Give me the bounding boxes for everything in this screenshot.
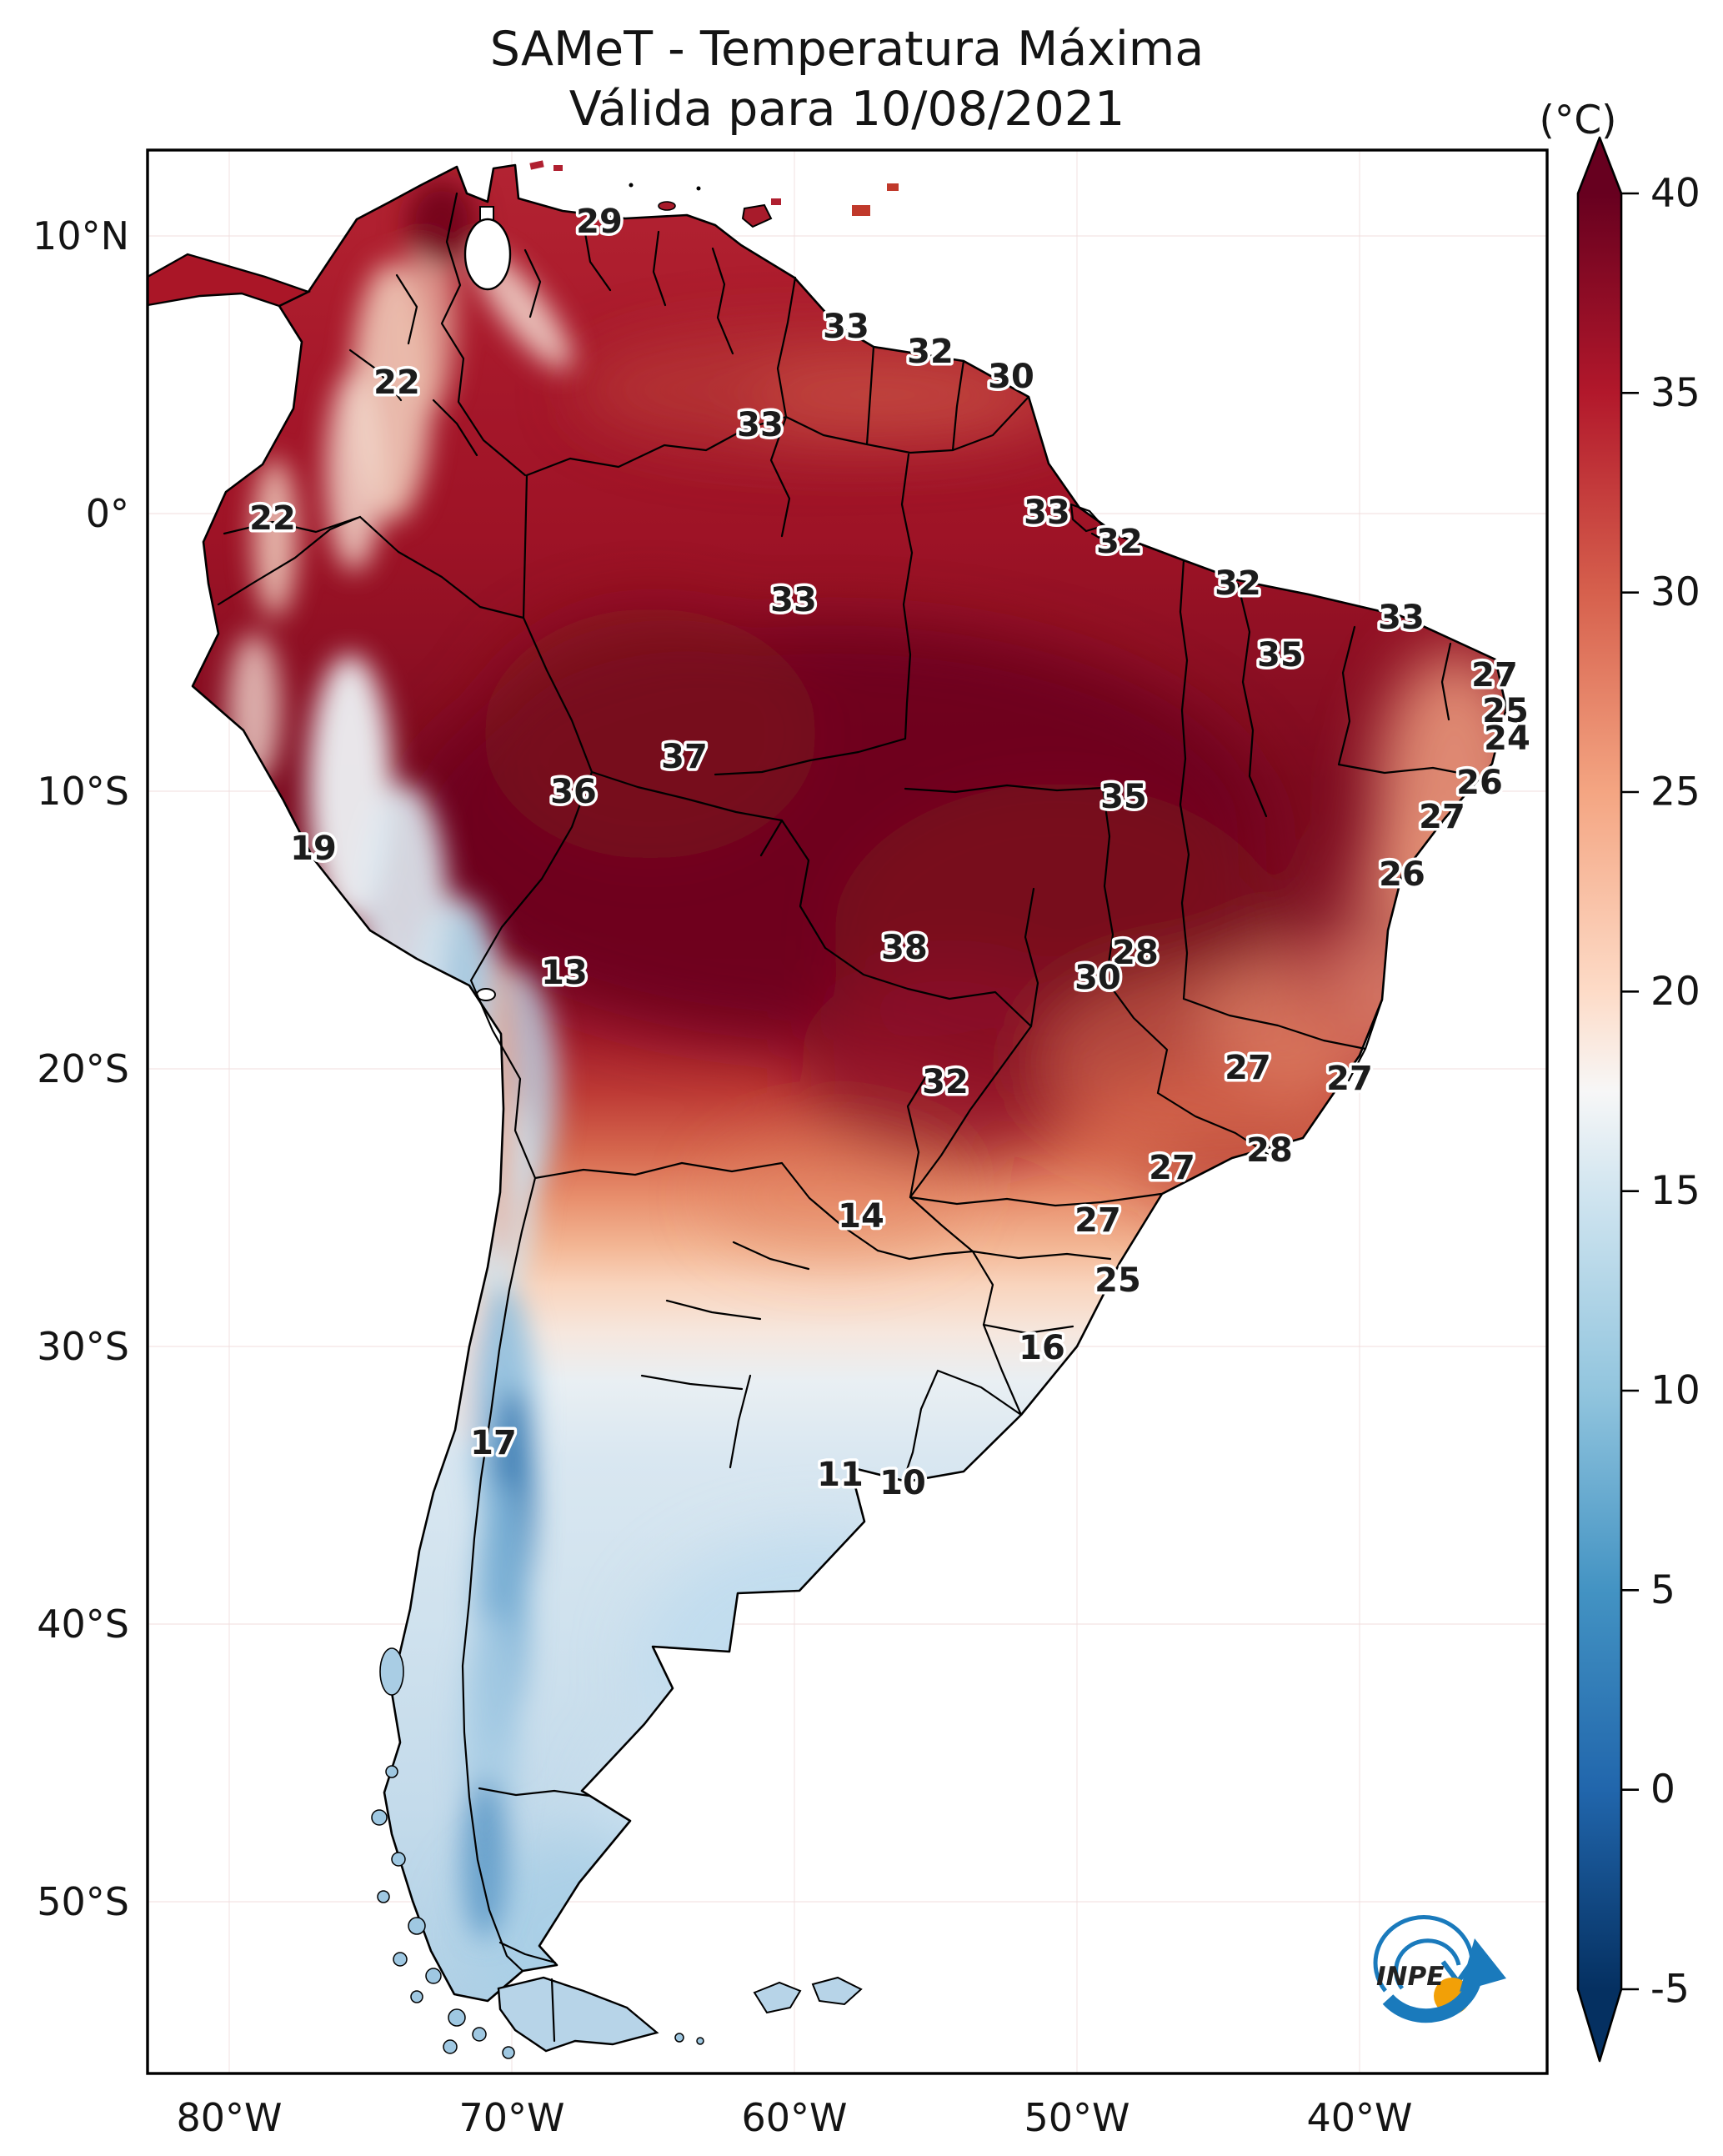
map-value-label: 32 bbox=[1096, 523, 1143, 561]
colorbar-gradient-bar bbox=[1578, 193, 1621, 1989]
lat-tick-label: 0° bbox=[86, 491, 129, 536]
map-value-label: 32 bbox=[922, 1063, 969, 1101]
map-value-label: 33 bbox=[1024, 494, 1070, 532]
map-value-label: 27 bbox=[1419, 798, 1465, 836]
map-value-label: 11 bbox=[817, 1456, 864, 1494]
lon-tick-label: 80°W bbox=[176, 2095, 282, 2140]
map-value-label: 25 bbox=[1094, 1261, 1141, 1300]
lat-tick-label: 20°S bbox=[37, 1046, 129, 1091]
map-value-label: 33 bbox=[770, 581, 817, 619]
colorbar-extend-over bbox=[1578, 138, 1621, 193]
map-value-label: 24 bbox=[1484, 720, 1530, 758]
map-canvas: SAMeT - Temperatura Máxima Válida para 1… bbox=[0, 0, 1723, 2156]
colorbar: (°C) 40 35 30 25 20 15 10 5 0 -5 bbox=[1540, 98, 1700, 2061]
south-america-landmass bbox=[148, 160, 1534, 2058]
inpe-logo: INPE bbox=[1375, 1918, 1506, 2016]
map-value-label: 22 bbox=[249, 499, 296, 538]
map-value-label: 29 bbox=[576, 203, 623, 241]
lat-tick-label: 50°S bbox=[37, 1879, 129, 1924]
map-value-label: 27 bbox=[1471, 656, 1518, 694]
lon-tick-label: 60°W bbox=[741, 2095, 847, 2140]
colorbar-tick-label: 25 bbox=[1650, 770, 1700, 815]
colorbar-tick-label: 30 bbox=[1650, 569, 1700, 615]
colorbar-tick-label: 10 bbox=[1650, 1368, 1700, 1414]
colorbar-tick-label: 0 bbox=[1650, 1767, 1675, 1813]
lat-tick-label: 30°S bbox=[37, 1324, 129, 1369]
map-value-label: 27 bbox=[1326, 1060, 1373, 1098]
map-value-label: 28 bbox=[1246, 1131, 1293, 1170]
colorbar-tick-label: 20 bbox=[1650, 969, 1700, 1015]
lat-tick-label: 10°N bbox=[33, 213, 129, 258]
map-value-label: 33 bbox=[1378, 599, 1425, 637]
lat-axis-labels: 10°N 0° 10°S 20°S 30°S 40°S 50°S bbox=[33, 213, 129, 1924]
colorbar-tick-label: 40 bbox=[1650, 171, 1700, 217]
map-value-label: 35 bbox=[1257, 636, 1304, 674]
tierra-del-fuego bbox=[498, 1978, 704, 2051]
colorbar-ticks: 40 35 30 25 20 15 10 5 0 -5 bbox=[1621, 171, 1700, 2013]
map-value-label: 38 bbox=[881, 929, 928, 967]
map-value-label: 27 bbox=[1074, 1201, 1121, 1240]
map-value-label: 27 bbox=[1225, 1049, 1271, 1087]
inpe-logo-text: INPE bbox=[1376, 1962, 1444, 1992]
colorbar-tick-label: 35 bbox=[1650, 370, 1700, 416]
map-value-label: 10 bbox=[879, 1464, 926, 1502]
colorbar-tick-label: 15 bbox=[1650, 1168, 1700, 1214]
map-value-label: 37 bbox=[661, 738, 708, 776]
lon-tick-label: 40°W bbox=[1306, 2095, 1412, 2140]
map-value-label: 27 bbox=[1149, 1149, 1195, 1187]
map-value-label: 26 bbox=[1379, 855, 1425, 894]
map-value-label: 32 bbox=[1215, 564, 1261, 603]
panama-landstrip bbox=[148, 254, 308, 306]
lon-axis-labels: 80°W 70°W 60°W 50°W 40°W bbox=[176, 2095, 1412, 2140]
lat-tick-label: 40°S bbox=[37, 1602, 129, 1647]
map-value-label: 26 bbox=[1456, 764, 1503, 802]
colorbar-tick-label: 5 bbox=[1650, 1567, 1675, 1613]
colorbar-extend-under bbox=[1578, 1989, 1621, 2061]
title-line2: Válida para 10/08/2021 bbox=[569, 82, 1125, 137]
figure-title: SAMeT - Temperatura Máxima Válida para 1… bbox=[490, 22, 1205, 137]
malvinas-islands bbox=[754, 1978, 861, 2013]
map-value-label: 16 bbox=[1019, 1329, 1065, 1367]
map-value-label: 36 bbox=[550, 773, 597, 811]
lon-tick-label: 50°W bbox=[1024, 2095, 1129, 2140]
map-value-label: 33 bbox=[737, 406, 784, 444]
map-value-label: 30 bbox=[988, 358, 1034, 396]
map-value-label: 13 bbox=[541, 954, 588, 992]
map-value-label: 35 bbox=[1100, 778, 1147, 816]
colorbar-unit-label: (°C) bbox=[1540, 98, 1617, 143]
title-line1: SAMeT - Temperatura Máxima bbox=[490, 22, 1205, 77]
lon-tick-label: 70°W bbox=[458, 2095, 564, 2140]
colorbar-tick-label: -5 bbox=[1650, 1967, 1690, 2013]
map-value-label: 19 bbox=[290, 830, 337, 868]
map-value-label: 17 bbox=[470, 1424, 517, 1462]
weather-map-figure: SAMeT - Temperatura Máxima Válida para 1… bbox=[0, 0, 1723, 2156]
map-value-label: 14 bbox=[838, 1197, 884, 1236]
map-value-label: 30 bbox=[1074, 959, 1121, 997]
map-value-label: 32 bbox=[907, 333, 954, 371]
map-value-label: 22 bbox=[373, 364, 420, 402]
map-value-label: 33 bbox=[823, 308, 869, 346]
lat-tick-label: 10°S bbox=[37, 769, 129, 814]
